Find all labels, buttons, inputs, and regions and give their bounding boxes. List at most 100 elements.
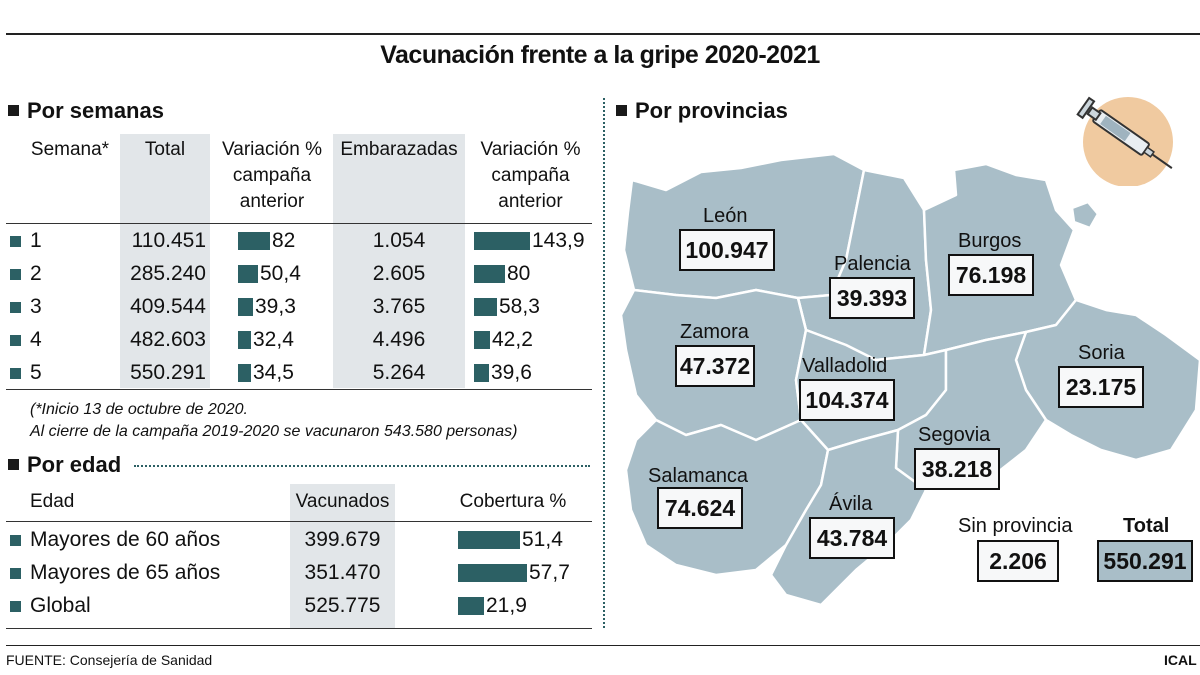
province-value-segovia: 38.218 — [914, 448, 1000, 490]
province-label-salamanca: Salamanca — [648, 465, 749, 487]
province-label-soria: Soria — [1078, 342, 1125, 364]
coverage-bar — [458, 564, 527, 582]
week-total: 409.544 — [130, 295, 206, 318]
row-bullet-icon — [10, 568, 21, 579]
row-bullet-icon — [10, 368, 21, 379]
variation-bar — [238, 298, 253, 316]
variation-pregnant-bar — [474, 364, 489, 382]
week-number: 4 — [30, 328, 42, 351]
variation-pregnant-value: 39,6 — [491, 361, 532, 384]
age-heading-dotted-rule — [134, 465, 590, 467]
province-label-valladolid: Valladolid — [802, 355, 888, 377]
week-number: 1 — [30, 229, 42, 252]
header-age: Edad — [30, 491, 75, 512]
week-number: 2 — [30, 262, 42, 285]
vaccinated-column-shade — [290, 484, 395, 628]
variation-pregnant-bar — [474, 232, 530, 250]
province-label-segovia: Segovia — [918, 424, 991, 446]
age-label: Mayores de 65 años — [30, 561, 221, 584]
pregnant-column-shade — [333, 134, 465, 388]
province-label-avila: Ávila — [829, 493, 873, 515]
note-line-2: Al cierre de la campaña 2019-2020 se vac… — [30, 423, 518, 440]
age-heading: Por edad — [8, 452, 121, 478]
row-bullet-icon — [10, 302, 21, 313]
no-province-label: Sin provincia — [958, 515, 1073, 537]
weeks-heading: Por semanas — [8, 98, 164, 124]
week-number: 5 — [30, 361, 42, 384]
coverage-bar — [458, 531, 520, 549]
province-value-zamora: 47.372 — [675, 345, 755, 387]
total-label: Total — [1123, 515, 1170, 537]
row-bullet-icon — [10, 335, 21, 346]
variation-bar — [238, 331, 251, 349]
variation-bar — [238, 265, 258, 283]
province-label-leon: León — [703, 205, 748, 227]
total-column-shade — [120, 134, 210, 388]
no-province-value: 2.206 — [977, 540, 1059, 582]
row-bullet-icon — [10, 601, 21, 612]
header-pregnant: Embarazadas — [340, 139, 458, 160]
map-region-burgos-enclave — [1070, 200, 1100, 230]
age-bottom-rule — [6, 628, 592, 629]
vaccinated-value: 351.470 — [304, 561, 381, 584]
note-line-1: (*Inicio 13 de octubre de 2020. — [30, 401, 248, 418]
syringe-icon — [1076, 96, 1173, 186]
header-vaccinated: Vacunados — [295, 491, 390, 512]
header-variation: Variación % campaña anterior — [222, 139, 322, 212]
weeks-bottom-rule — [6, 389, 592, 390]
coverage-bar — [458, 597, 484, 615]
header-coverage: Cobertura % — [459, 491, 567, 512]
variation-pregnant-value: 58,3 — [499, 295, 540, 318]
bottom-rule — [6, 645, 1200, 646]
week-number: 3 — [30, 295, 42, 318]
variation-bar — [238, 364, 251, 382]
province-value-leon: 100.947 — [679, 229, 775, 271]
variation-pregnant-bar — [474, 298, 497, 316]
variation-pregnant-value: 143,9 — [532, 229, 585, 252]
coverage-value: 51,4 — [522, 528, 563, 551]
variation-bar — [238, 232, 270, 250]
pregnant-value: 2.605 — [372, 262, 426, 285]
week-total: 482.603 — [130, 328, 206, 351]
province-value-avila: 43.784 — [809, 517, 895, 559]
vaccinated-value: 399.679 — [304, 528, 381, 551]
coverage-value: 57,7 — [529, 561, 570, 584]
province-value-soria: 23.175 — [1058, 366, 1144, 408]
province-label-burgos: Burgos — [958, 230, 1022, 252]
variation-pregnant-value: 42,2 — [492, 328, 533, 351]
age-header-rule — [6, 521, 592, 522]
square-bullet-icon — [8, 105, 19, 116]
week-total: 550.291 — [130, 361, 206, 384]
week-total: 285.240 — [130, 262, 206, 285]
header-week: Semana* — [30, 139, 110, 160]
header-total: Total — [144, 139, 186, 160]
age-label: Global — [30, 594, 91, 617]
variation-pregnant-value: 80 — [507, 262, 531, 285]
page-title: Vacunación frente a la gripe 2020-2021 — [380, 41, 820, 69]
age-label: Mayores de 60 años — [30, 528, 221, 551]
square-bullet-icon — [8, 459, 19, 470]
pregnant-value: 4.496 — [372, 328, 426, 351]
total-value: 550.291 — [1097, 540, 1193, 582]
weeks-header-rule — [6, 223, 592, 224]
variation-pregnant-bar — [474, 331, 490, 349]
variation-value: 32,4 — [253, 328, 294, 351]
variation-value: 82 — [272, 229, 296, 252]
variation-value: 34,5 — [253, 361, 294, 384]
coverage-value: 21,9 — [486, 594, 527, 617]
province-label-palencia: Palencia — [834, 253, 911, 275]
vaccinated-value: 525.775 — [304, 594, 381, 617]
row-bullet-icon — [10, 236, 21, 247]
header-variation-pregnant: Variación % campaña anterior — [480, 139, 581, 212]
pregnant-value: 3.765 — [372, 295, 426, 318]
province-value-salamanca: 74.624 — [657, 487, 743, 529]
row-bullet-icon — [10, 269, 21, 280]
week-total: 110.451 — [131, 229, 206, 252]
provinces-heading: Por provincias — [616, 98, 788, 124]
pregnant-value: 5.264 — [372, 361, 426, 384]
variation-pregnant-bar — [474, 265, 505, 283]
variation-value: 50,4 — [260, 262, 301, 285]
province-value-valladolid: 104.374 — [799, 379, 895, 421]
row-bullet-icon — [10, 535, 21, 546]
vertical-dotted-divider — [603, 98, 605, 628]
